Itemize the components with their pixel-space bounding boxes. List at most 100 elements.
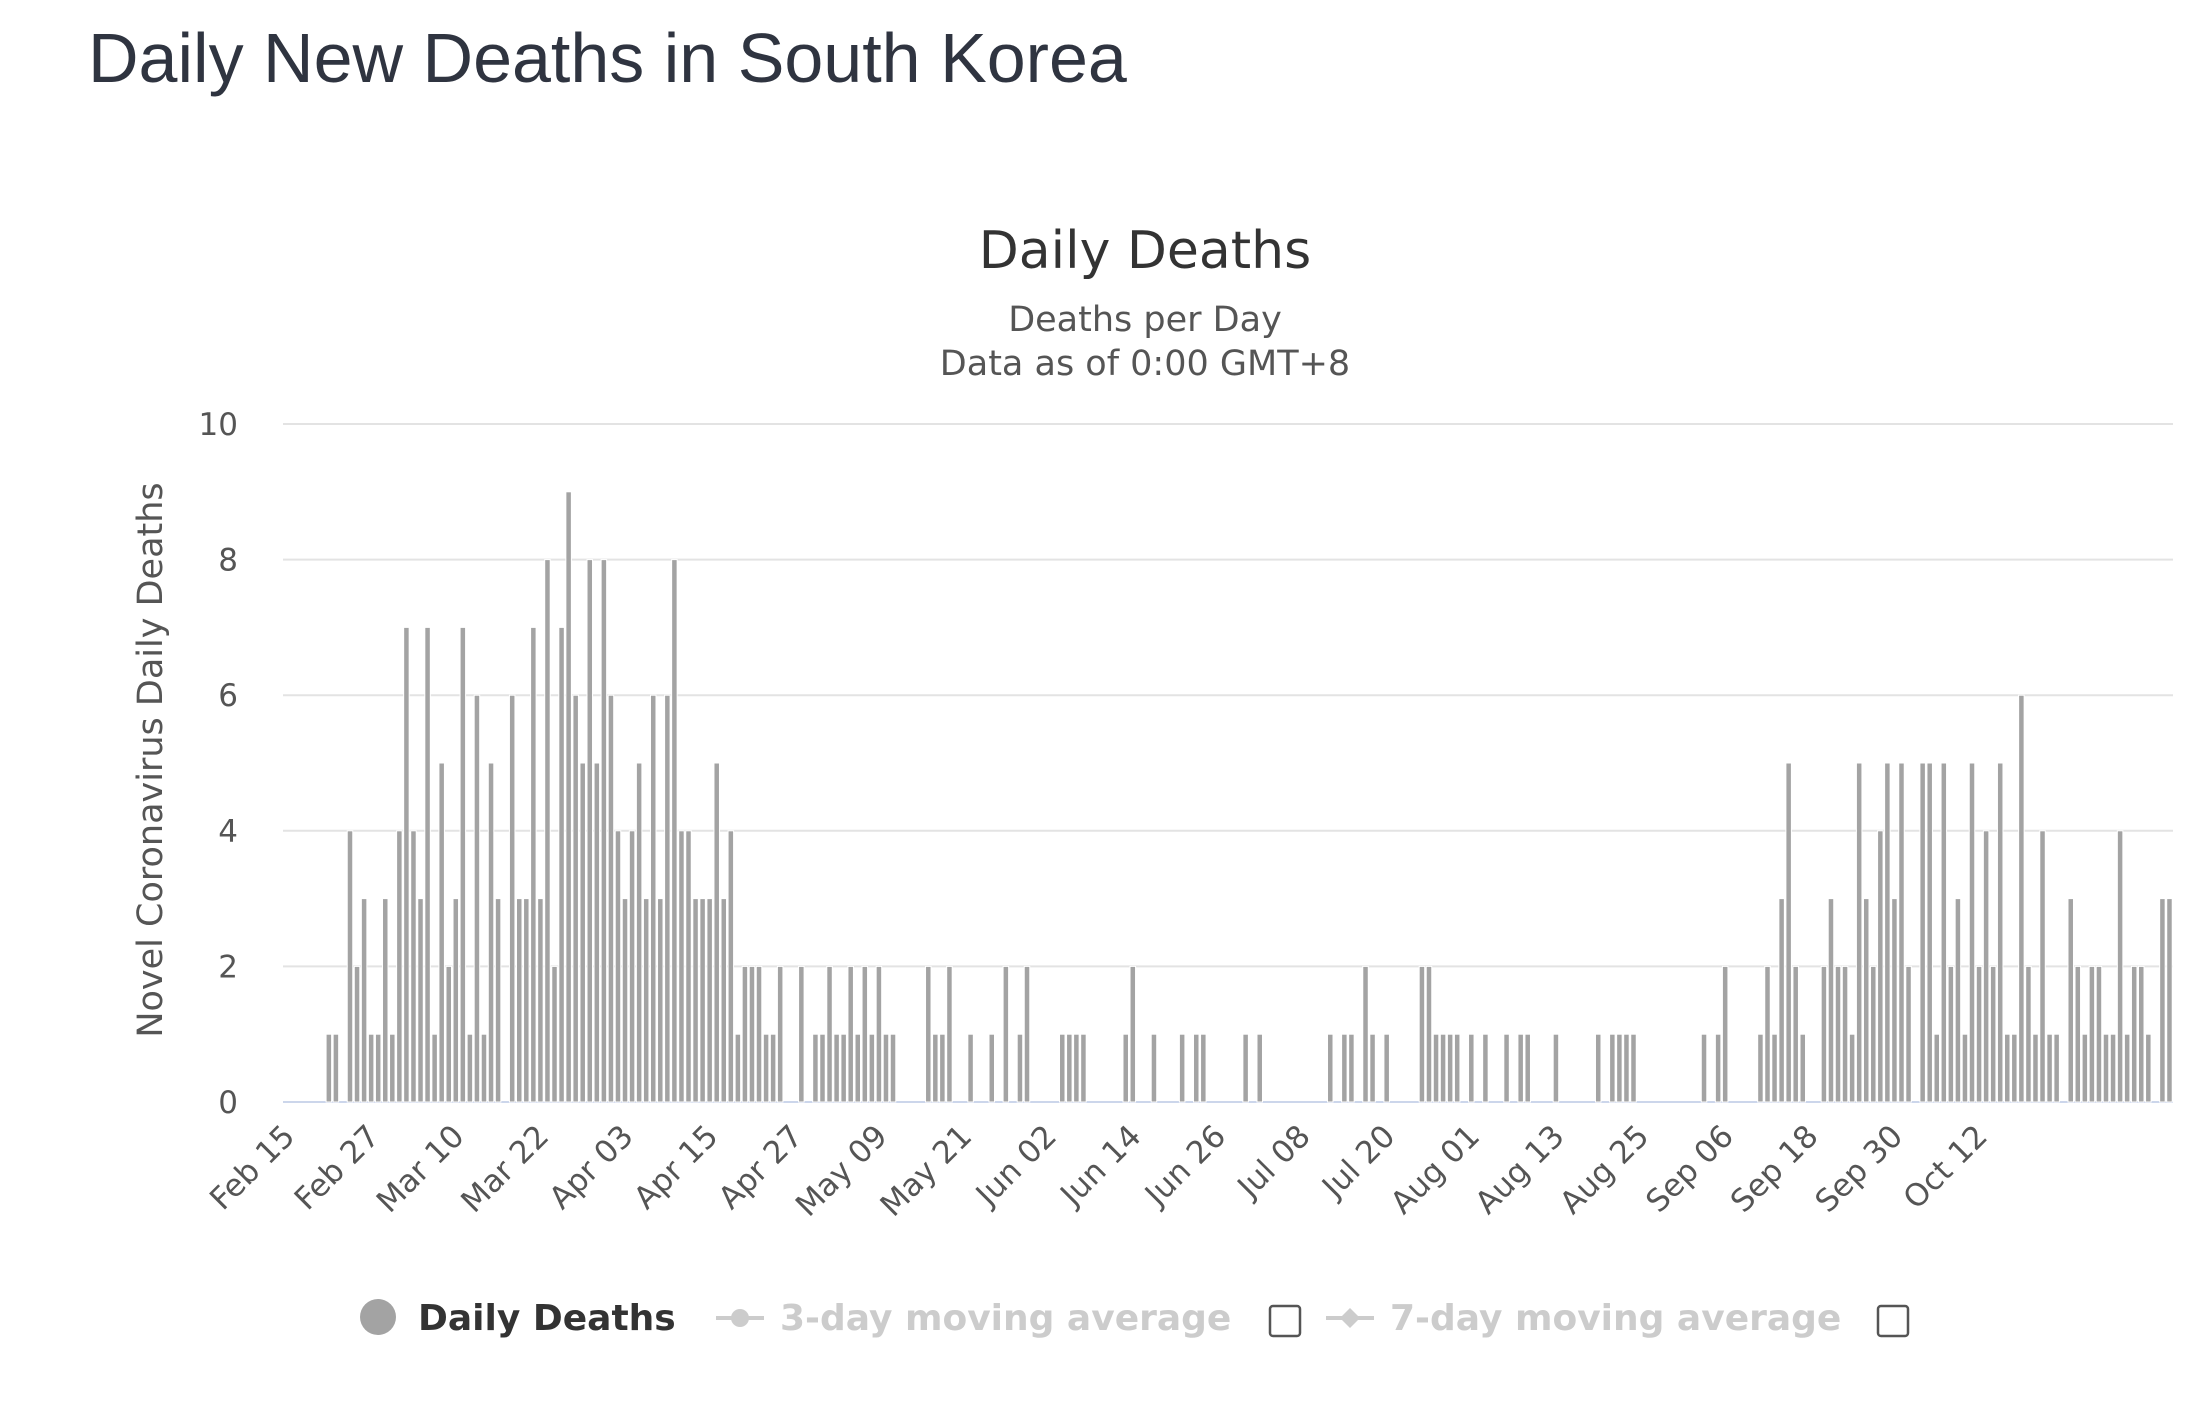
bar-day-245[interactable]	[2011, 1033, 2018, 1103]
bar-day-62[interactable]	[720, 898, 728, 1103]
bar-day-46[interactable]	[607, 694, 615, 1103]
bar-day-75[interactable]	[812, 1033, 819, 1103]
bar-day-104[interactable]	[1016, 1033, 1024, 1103]
bar-day-57[interactable]	[685, 830, 692, 1103]
bar-day-225[interactable]	[1870, 965, 1877, 1103]
bar-day-22[interactable]	[438, 762, 445, 1103]
bar-day-85[interactable]	[882, 1033, 890, 1103]
bar-day-232[interactable]	[1919, 762, 1926, 1103]
bar-day-68[interactable]	[762, 1033, 770, 1103]
bar-day-76[interactable]	[819, 1033, 826, 1103]
bar-day-45[interactable]	[600, 559, 608, 1103]
bar-day-230[interactable]	[1905, 965, 1912, 1103]
bar-day-92[interactable]	[932, 1033, 939, 1103]
bar-day-255[interactable]	[2081, 1033, 2089, 1103]
bar-day-97[interactable]	[967, 1033, 974, 1103]
bar-day-175[interactable]	[1517, 1033, 1524, 1103]
bar-day-54[interactable]	[664, 694, 671, 1103]
bar-day-150[interactable]	[1341, 1033, 1348, 1103]
bar-day-224[interactable]	[1862, 898, 1870, 1103]
bar-day-228[interactable]	[1891, 898, 1898, 1103]
bar-day-111[interactable]	[1066, 1033, 1073, 1103]
bar-day-138[interactable]	[1256, 1033, 1263, 1103]
bar-day-77[interactable]	[826, 965, 833, 1103]
bar-day-23[interactable]	[445, 965, 452, 1103]
bar-day-86[interactable]	[889, 1033, 897, 1103]
bar-day-164[interactable]	[1439, 1033, 1447, 1103]
bar-day-82[interactable]	[861, 965, 869, 1103]
bar-day-156[interactable]	[1383, 1033, 1390, 1103]
bar-day-40[interactable]	[565, 491, 572, 1103]
bar-day-15[interactable]	[389, 1033, 396, 1103]
bar-day-49[interactable]	[628, 830, 636, 1103]
bar-day-260[interactable]	[2116, 830, 2124, 1103]
bar-day-203[interactable]	[1714, 1033, 1722, 1103]
bar-day-262[interactable]	[2130, 965, 2138, 1103]
bar-day-53[interactable]	[657, 898, 664, 1103]
bar-day-19[interactable]	[417, 898, 424, 1103]
legend-item-7-day-moving-average[interactable]: 7-day moving average	[1326, 1298, 1910, 1339]
bar-day-251[interactable]	[2053, 1033, 2060, 1103]
bar-day-33[interactable]	[516, 898, 523, 1103]
bar-day-60[interactable]	[706, 898, 713, 1103]
bar-day-263[interactable]	[2138, 965, 2145, 1103]
bar-day-136[interactable]	[1242, 1033, 1249, 1103]
bar-day-12[interactable]	[367, 1033, 375, 1103]
bar-day-28[interactable]	[480, 1033, 488, 1103]
bar-day-264[interactable]	[2145, 1033, 2152, 1103]
bar-day-127[interactable]	[1178, 1033, 1186, 1103]
bar-day-69[interactable]	[769, 1033, 777, 1103]
bar-day-80[interactable]	[847, 965, 854, 1103]
bar-day-79[interactable]	[840, 1033, 847, 1103]
bar-day-211[interactable]	[1771, 1033, 1778, 1103]
bar-day-112[interactable]	[1073, 1033, 1080, 1103]
bar-day-18[interactable]	[410, 830, 417, 1103]
bar-day-42[interactable]	[579, 762, 586, 1103]
bar-day-191[interactable]	[1630, 1033, 1637, 1103]
bar-day-238[interactable]	[1961, 1033, 1969, 1103]
bar-day-64[interactable]	[734, 1033, 742, 1103]
bar-day-38[interactable]	[551, 965, 558, 1103]
bar-day-215[interactable]	[1799, 1033, 1807, 1103]
bar-day-58[interactable]	[692, 898, 699, 1103]
bar-day-61[interactable]	[713, 762, 720, 1103]
bar-day-67[interactable]	[755, 965, 763, 1103]
bar-day-258[interactable]	[2102, 1033, 2110, 1103]
bar-day-213[interactable]	[1785, 762, 1792, 1103]
bar-day-59[interactable]	[699, 898, 706, 1103]
bar-day-257[interactable]	[2095, 965, 2103, 1103]
bar-day-236[interactable]	[1947, 965, 1955, 1103]
bar-day-165[interactable]	[1446, 1033, 1454, 1103]
bar-day-234[interactable]	[1933, 1033, 1940, 1103]
bar-day-52[interactable]	[649, 694, 657, 1103]
legend-item-3-day-moving-average[interactable]: 3-day moving average	[716, 1298, 1302, 1339]
bar-day-250[interactable]	[2046, 1033, 2053, 1103]
bar-day-244[interactable]	[2004, 1033, 2011, 1103]
bar-day-130[interactable]	[1200, 1033, 1207, 1103]
bar-day-237[interactable]	[1954, 898, 1962, 1103]
bar-day-253[interactable]	[2067, 898, 2074, 1103]
bar-day-218[interactable]	[1820, 965, 1828, 1103]
bar-day-7[interactable]	[332, 1033, 340, 1103]
bar-day-219[interactable]	[1827, 898, 1835, 1103]
bar-day-93[interactable]	[939, 1033, 946, 1103]
bar-day-55[interactable]	[671, 559, 678, 1103]
bar-day-176[interactable]	[1524, 1033, 1531, 1103]
bar-day-261[interactable]	[2123, 1033, 2131, 1103]
bar-day-267[interactable]	[2166, 898, 2173, 1103]
bar-day-222[interactable]	[1848, 1033, 1856, 1103]
bar-day-161[interactable]	[1418, 965, 1426, 1103]
bar-day-186[interactable]	[1594, 1033, 1602, 1103]
bar-day-162[interactable]	[1425, 965, 1433, 1103]
bar-day-81[interactable]	[854, 1033, 862, 1103]
bar-day-246[interactable]	[2018, 694, 2025, 1103]
bar-day-129[interactable]	[1193, 1033, 1200, 1103]
bar-day-84[interactable]	[875, 965, 883, 1103]
bar-day-9[interactable]	[346, 830, 354, 1103]
legend-item-daily-deaths[interactable]: Daily Deaths	[360, 1298, 676, 1339]
bar-day-266[interactable]	[2159, 898, 2166, 1103]
bar-day-188[interactable]	[1609, 1033, 1616, 1103]
bar-day-25[interactable]	[459, 626, 467, 1103]
bar-day-105[interactable]	[1023, 965, 1031, 1103]
bar-day-41[interactable]	[572, 694, 579, 1103]
